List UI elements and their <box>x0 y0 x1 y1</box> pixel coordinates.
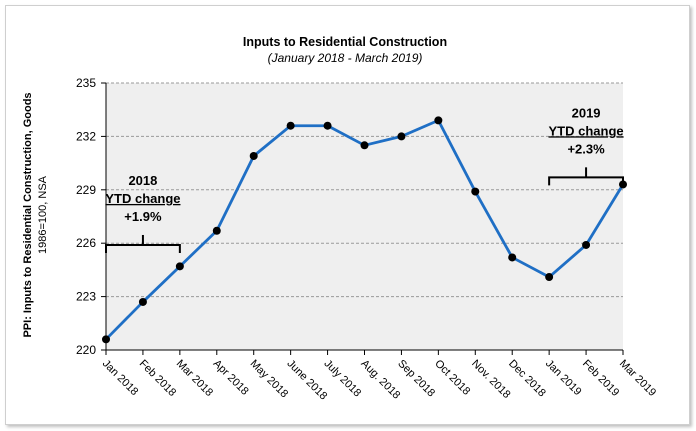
data-point <box>102 335 110 344</box>
data-point <box>249 151 258 160</box>
x-tick-label: Mar 2018 <box>174 358 215 399</box>
plot-background <box>106 83 623 350</box>
ytd-annotation-text: 2019 <box>572 105 601 120</box>
ytd-annotation-text: 2018 <box>128 173 157 188</box>
data-point <box>582 240 591 249</box>
data-point <box>360 141 369 150</box>
y-tick-label: 229 <box>76 183 96 197</box>
y-tick-label: 235 <box>76 76 96 90</box>
x-tick-label: Nov. 2018 <box>469 358 512 401</box>
y-tick-label: 220 <box>76 343 96 357</box>
data-point <box>212 226 221 235</box>
data-point <box>175 262 184 271</box>
x-tick-label: Mar 2019 <box>617 358 658 399</box>
data-point <box>434 116 443 125</box>
y-axis-label: PPI: Inputs to Residential Construction,… <box>22 92 34 337</box>
x-tick-label: Apr 2018 <box>211 358 251 398</box>
ytd-annotation-text: +2.3% <box>567 141 605 156</box>
ytd-annotation-text: YTD change <box>105 191 180 206</box>
data-point <box>138 297 147 306</box>
data-point <box>286 121 295 130</box>
chart-subtitle: (January 2018 - March 2019) <box>268 51 423 65</box>
data-point <box>545 273 554 282</box>
ytd-annotation-text: +1.9% <box>124 209 162 224</box>
data-point <box>471 187 480 196</box>
x-tick-label: May 2018 <box>248 358 291 401</box>
ytd-annotation-text: YTD change <box>549 123 624 138</box>
x-tick-label: Feb 2019 <box>580 358 621 399</box>
data-point <box>508 253 517 262</box>
x-tick-label: Dec 2018 <box>506 358 548 400</box>
y-tick-label: 223 <box>76 290 96 304</box>
y-axis-sublabel: 1986=100, NSA <box>37 175 49 254</box>
y-tick-label: 232 <box>76 129 96 143</box>
chart-title: Inputs to Residential Construction <box>243 35 447 49</box>
x-tick-label: Oct 2018 <box>432 358 472 398</box>
x-tick-label: Jan 2018 <box>100 358 140 398</box>
data-point <box>323 121 332 130</box>
x-tick-label: Aug. 2018 <box>358 358 402 402</box>
data-point <box>397 132 406 141</box>
y-tick-label: 226 <box>76 236 96 250</box>
x-tick-label: Feb 2018 <box>137 358 178 399</box>
x-tick-label: Jan 2019 <box>543 358 583 398</box>
